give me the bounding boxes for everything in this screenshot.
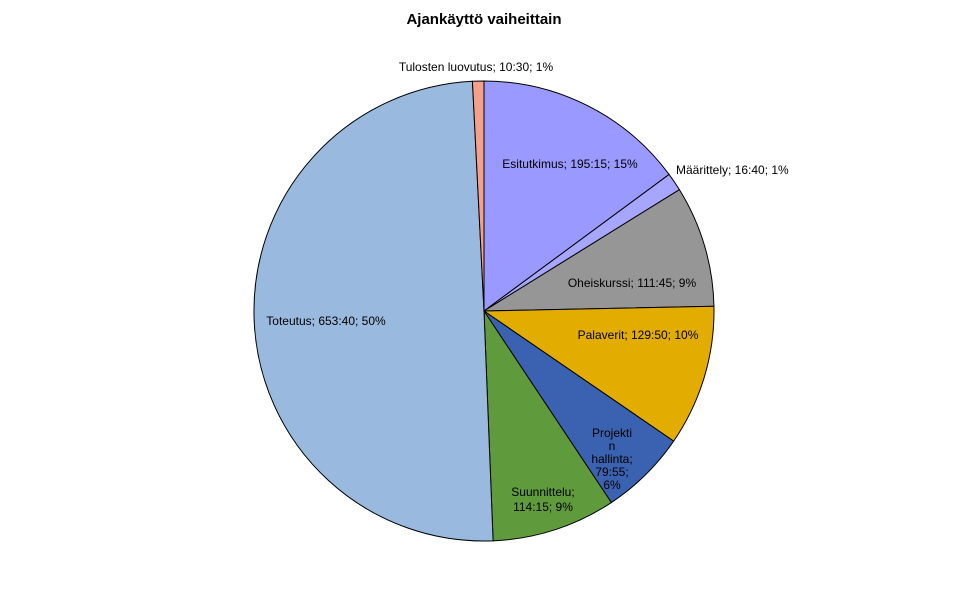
- pie-slice-toteutus: [253, 80, 494, 542]
- data-label-määrittely: Määrittely; 16:40; 1%: [676, 163, 789, 177]
- data-label-toteutus: Toteutus; 653:40; 50%: [266, 314, 386, 328]
- pie-slice-esitutkimus: [483, 80, 670, 312]
- data-label-suunnittelu: Suunnittelu; 114:15; 9%: [511, 485, 574, 514]
- data-label-tulosten-luovutus: Tulosten luovutus; 10:30; 1%: [399, 60, 554, 74]
- data-label-esitutkimus: Esitutkimus; 195:15; 15%: [502, 157, 638, 171]
- pie-slice-palaverit: [482, 305, 715, 442]
- data-label-projektin-hallinta: Projekti n hallinta; 79:55; 6%: [591, 426, 632, 492]
- pie-slice-suunnittelu: [483, 309, 613, 542]
- pie-slice-tulosten-luovutus: [471, 80, 485, 312]
- data-label-oheiskurssi: Oheiskurssi; 111:45; 9%: [568, 276, 697, 290]
- chart-title: Ajankäyttö vaiheittain: [406, 11, 561, 28]
- data-label-palaverit: Palaverit; 129:50; 10%: [578, 328, 699, 342]
- pie-slice-oheiskurssi: [482, 188, 715, 312]
